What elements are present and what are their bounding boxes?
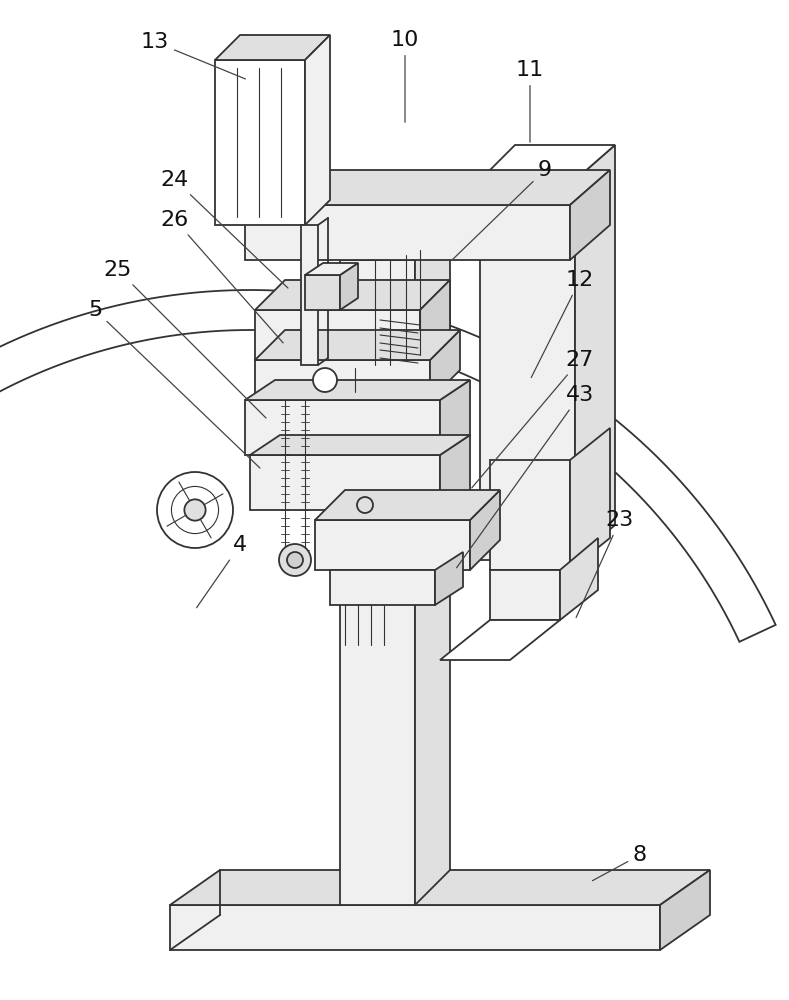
- Polygon shape: [170, 905, 660, 950]
- Text: 11: 11: [516, 60, 544, 142]
- Polygon shape: [470, 490, 500, 570]
- Circle shape: [357, 497, 373, 513]
- Polygon shape: [490, 460, 570, 570]
- Polygon shape: [435, 552, 463, 605]
- Polygon shape: [245, 400, 440, 455]
- Circle shape: [287, 552, 303, 568]
- Polygon shape: [440, 620, 560, 660]
- Polygon shape: [415, 225, 450, 905]
- Polygon shape: [315, 490, 500, 520]
- Polygon shape: [330, 570, 435, 605]
- Text: 10: 10: [391, 30, 419, 122]
- Text: 25: 25: [104, 260, 266, 418]
- Text: 4: 4: [196, 535, 247, 608]
- Text: 26: 26: [161, 210, 283, 343]
- Text: 43: 43: [457, 385, 594, 568]
- Polygon shape: [560, 538, 598, 620]
- Polygon shape: [0, 290, 776, 685]
- Polygon shape: [250, 435, 470, 455]
- Polygon shape: [440, 380, 470, 455]
- Polygon shape: [570, 170, 610, 260]
- Circle shape: [279, 544, 311, 576]
- Circle shape: [313, 368, 337, 392]
- Polygon shape: [660, 870, 710, 950]
- Polygon shape: [480, 180, 575, 560]
- Polygon shape: [575, 145, 615, 560]
- Text: 5: 5: [88, 300, 260, 468]
- Polygon shape: [301, 225, 318, 365]
- Polygon shape: [430, 330, 460, 400]
- Polygon shape: [255, 330, 460, 360]
- Polygon shape: [305, 275, 340, 310]
- Text: 27: 27: [472, 350, 594, 488]
- Polygon shape: [255, 360, 430, 400]
- Polygon shape: [215, 35, 330, 60]
- Text: 12: 12: [531, 270, 594, 378]
- Text: 8: 8: [593, 845, 647, 881]
- Circle shape: [185, 499, 206, 521]
- Polygon shape: [305, 263, 358, 275]
- Polygon shape: [315, 520, 470, 570]
- Polygon shape: [570, 428, 610, 570]
- Polygon shape: [245, 170, 610, 205]
- Polygon shape: [250, 455, 440, 510]
- Text: 24: 24: [161, 170, 288, 288]
- Polygon shape: [170, 870, 710, 905]
- Polygon shape: [440, 435, 470, 510]
- Polygon shape: [340, 263, 358, 310]
- Polygon shape: [420, 280, 450, 360]
- Circle shape: [157, 472, 233, 548]
- Polygon shape: [340, 225, 450, 260]
- Polygon shape: [245, 380, 470, 400]
- Polygon shape: [255, 280, 450, 310]
- Text: 9: 9: [452, 160, 552, 260]
- Polygon shape: [245, 205, 570, 260]
- Polygon shape: [490, 570, 560, 620]
- Polygon shape: [305, 35, 330, 225]
- Text: 13: 13: [141, 32, 245, 79]
- Polygon shape: [215, 60, 305, 225]
- Polygon shape: [340, 260, 415, 905]
- Polygon shape: [480, 145, 615, 180]
- Polygon shape: [255, 310, 420, 360]
- Text: 23: 23: [576, 510, 634, 617]
